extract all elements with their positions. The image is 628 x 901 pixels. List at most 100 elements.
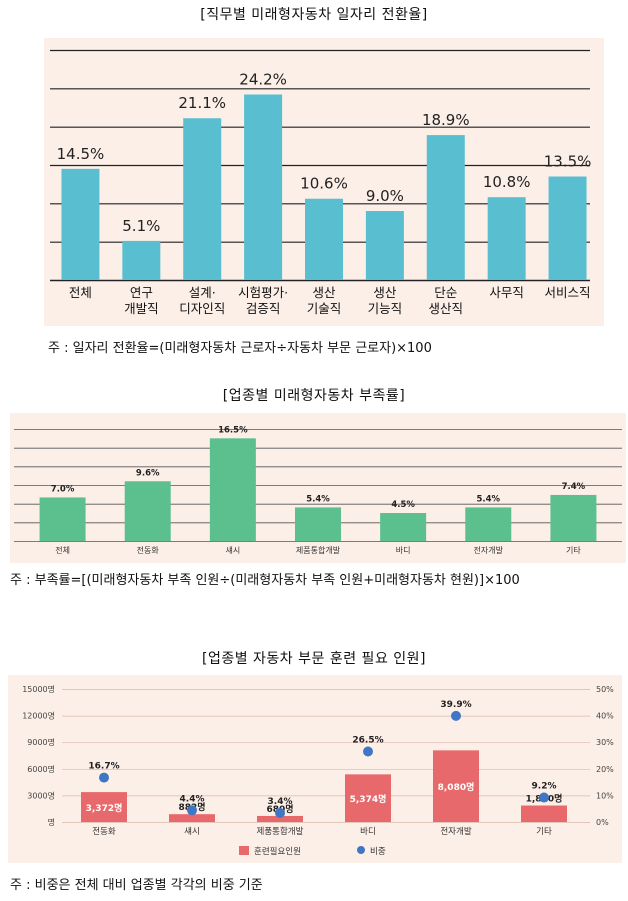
chart2-bar	[465, 507, 512, 541]
chart3-right-tick: 40%	[596, 712, 614, 721]
chart3-bar	[257, 815, 303, 822]
chart1-value-label: 5.1%	[122, 217, 160, 235]
chart1-category-label: 단순 생산직	[429, 285, 464, 316]
chart1-note: 주 : 일자리 전환율=(미래형자동차 근로자÷자동차 부문 근로자)×100	[48, 341, 432, 356]
chart1-bar	[183, 118, 222, 280]
chart2-value-label: 5.4%	[306, 494, 330, 504]
chart3-share-dot	[275, 807, 285, 818]
chart3-right-tick: 50%	[596, 685, 614, 694]
chart3-bar	[433, 750, 479, 822]
chart3-share-label: 39.9%	[440, 700, 471, 710]
chart3-category-label: 섀시	[184, 826, 200, 837]
chart2-bar	[39, 497, 86, 541]
chart1-bar	[244, 94, 283, 280]
chart1-bar	[61, 168, 100, 280]
chart3-right-tick: 0%	[596, 818, 609, 827]
chart3-category-label: 바디	[360, 826, 376, 837]
chart1-bar	[426, 135, 465, 280]
chart2-category-label: 섀시	[225, 545, 240, 555]
chart3-right-tick: 30%	[596, 738, 614, 747]
chart3-category-label: 전동화	[92, 826, 116, 837]
chart3-left-tick: 9000명	[27, 737, 55, 747]
chart3-legend-dot-label: 비중	[370, 847, 386, 857]
chart3-bar	[521, 805, 567, 822]
chart3-share-label: 16.7%	[88, 762, 119, 772]
chart2-shortage-rate: 7.0% 전체 9.6% 전동화 16.5% 섀시 5.4% 제품통합개발 4.5% 바디 5.4%…	[10, 413, 626, 563]
chart2-category-label: 전자개발	[474, 545, 504, 555]
chart1-value-label: 24.2%	[239, 70, 287, 88]
chart3-share-dot	[451, 710, 461, 721]
chart3-share-dot	[187, 805, 197, 816]
chart3-left-tick: 15000명	[22, 684, 55, 694]
chart1-value-label: 9.0%	[366, 187, 404, 205]
chart1-value-label: 10.8%	[483, 173, 531, 191]
chart2-value-label: 7.0%	[51, 484, 75, 494]
chart2-value-label: 16.5%	[218, 425, 248, 435]
chart3-bar	[81, 792, 127, 822]
chart3-left-tick: 6000명	[27, 764, 55, 774]
chart3-left-tick: 3000명	[27, 790, 55, 800]
chart3-bar-label: 8,080명	[438, 781, 475, 793]
chart3-category-label: 전자개발	[440, 826, 471, 837]
chart1-category-label: 사무직	[489, 285, 524, 300]
chart1-bar	[305, 198, 343, 280]
chart2-value-label: 7.4%	[562, 482, 586, 492]
chart1-title: [직무별 미래형자동차 일자리 전환율]	[200, 7, 428, 23]
chart1-value-label: 18.9%	[422, 111, 470, 129]
chart3-share-label: 26.5%	[352, 736, 383, 746]
chart3-title: [업종별 자동차 부문 훈련 필요 인원]	[202, 651, 426, 667]
chart3-share-label: 3.4%	[268, 797, 293, 807]
chart1-category-label: 생산 기술직	[307, 285, 342, 316]
chart1-value-label: 13.5%	[544, 153, 592, 171]
chart3-share-dot	[99, 772, 109, 783]
chart1-bar	[122, 240, 161, 280]
chart2-category-label: 전동화	[137, 545, 160, 555]
chart2-category-label: 바디	[396, 545, 411, 555]
chart3-category-label: 제품통합개발	[257, 826, 304, 837]
chart1-category-label: 연구 개발직	[124, 285, 159, 316]
chart1-category-label: 시험평가· 검증직	[238, 285, 288, 316]
chart3-bar-label: 3,372명	[86, 802, 123, 814]
chart2-note: 주 : 부족률=[(미래형자동차 부족 인원÷(미래형자동차 부족 인원+미래형…	[10, 573, 520, 588]
chart2-value-label: 4.5%	[391, 500, 415, 510]
chart2-value-label: 5.4%	[476, 494, 500, 504]
chart3-category-label: 기타	[536, 827, 552, 837]
chart3-left-tick: 명	[48, 817, 55, 827]
chart1-category-label: 전체	[69, 285, 92, 300]
chart1-bar	[487, 197, 526, 280]
chart3-share-dot	[539, 792, 549, 803]
chart2-bar	[295, 507, 341, 541]
chart2-bar	[380, 513, 427, 541]
chart3-legend-bar-swatch	[239, 846, 249, 855]
chart3-legend-dot-swatch	[357, 846, 365, 854]
chart1-value-label: 10.6%	[300, 175, 348, 193]
chart2-category-label: 전체	[55, 545, 70, 555]
chart2-bar	[550, 494, 597, 541]
chart2-value-label: 9.6%	[136, 468, 160, 478]
chart3-share-label: 4.4%	[180, 794, 205, 804]
chart2-title: [업종별 미래형자동차 부족률]	[222, 388, 406, 404]
chart3-left-tick: 12000명	[22, 711, 55, 721]
chart3-right-tick: 20%	[596, 765, 614, 774]
chart2-bar	[124, 481, 171, 541]
chart2-category-label: 기타	[566, 546, 581, 555]
chart3-right-tick: 10%	[596, 791, 614, 800]
chart1-bar	[365, 211, 404, 280]
chart1-category-label: 서비스직	[545, 285, 591, 300]
chart2-category-label: 제품통합개발	[296, 545, 341, 555]
chart1-category-label: 설계· 디자인직	[179, 285, 225, 316]
chart1-value-label: 21.1%	[178, 94, 226, 112]
chart3-training-need: 명 3000명 6000명 9000명 12000명 15000명 0% 10% 20% 30% 4…	[8, 675, 622, 863]
chart3-share-label: 9.2%	[532, 782, 557, 792]
chart1-value-label: 14.5%	[57, 145, 105, 163]
chart2-bar	[209, 438, 256, 541]
chart3-bar	[169, 814, 215, 822]
chart3-legend-bar-label: 훈련필요인원	[254, 846, 301, 857]
chart1-bar	[548, 176, 587, 280]
chart1-job-conversion-rate: 14.5% 전체 5.1% 연구 개발직 21.1% 설계· 디자인직 24.2% 시험평가· 검증…	[44, 38, 604, 326]
chart3-share-dot	[363, 746, 373, 757]
chart3-bar-label: 5,374명	[350, 793, 387, 805]
chart3-note: 주 : 비중은 전체 대비 업종별 각각의 비중 기준	[10, 878, 263, 893]
chart3-bar	[345, 774, 391, 822]
chart1-category-label: 생산 기능직	[368, 285, 403, 316]
